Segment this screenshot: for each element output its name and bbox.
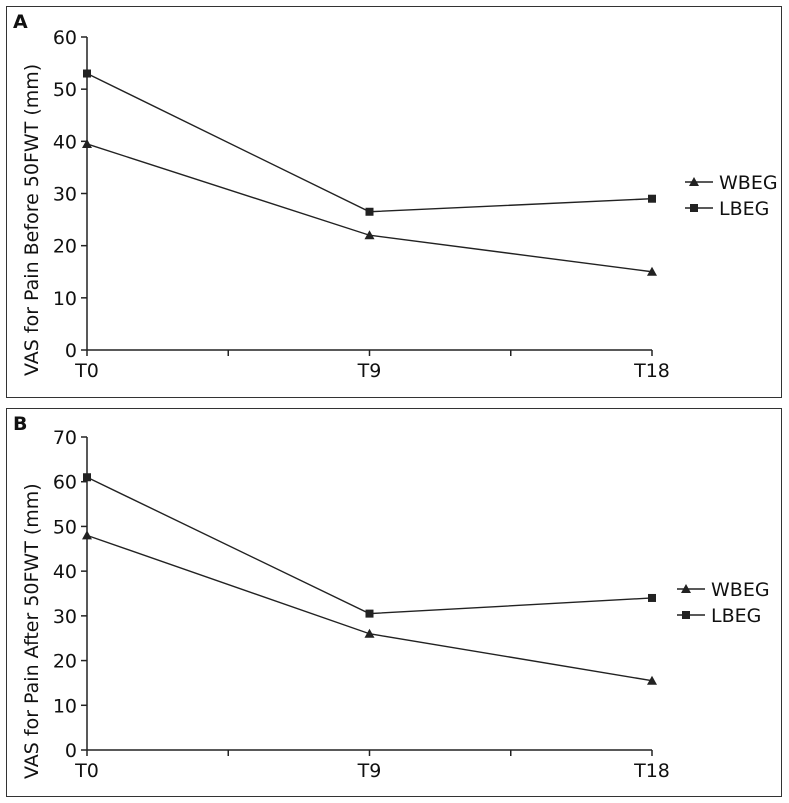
legend-label-wbeg: WBEG [711, 579, 770, 601]
data-point-lbeg [648, 194, 656, 203]
legend-label-lbeg: LBEG [711, 605, 761, 627]
panel-label-a: A [13, 11, 28, 33]
y-tick-label: 10 [53, 695, 77, 717]
x-tick-label: T9 [357, 360, 382, 382]
y-tick-label: 0 [65, 740, 77, 762]
y-tick-label: 50 [53, 79, 77, 101]
y-tick-label: 60 [53, 472, 77, 494]
legend-marker-wbeg [681, 584, 691, 593]
y-tick-label: 30 [53, 606, 77, 628]
y-tick-label: 0 [65, 340, 77, 362]
data-point-lbeg [365, 609, 374, 618]
x-tick-label: T9 [357, 760, 382, 782]
data-point-wbeg [647, 675, 657, 685]
panel-label-b: B [13, 413, 28, 435]
data-point-wbeg [647, 266, 657, 276]
y-tick-label: 40 [53, 561, 77, 583]
y-tick-label: 10 [53, 288, 77, 310]
x-tick-label: T18 [633, 360, 670, 382]
y-tick-label: 20 [53, 651, 77, 673]
data-point-wbeg [82, 530, 92, 540]
y-tick-label: 20 [53, 236, 77, 258]
series-line-lbeg [86, 476, 653, 615]
series-line-wbeg [86, 534, 653, 682]
legend-marker-lbeg [690, 204, 698, 212]
line-chart-b: 0 10 20 30 40 50 60 70 T0 T9 T18 WBEG LBEG [53, 427, 770, 782]
y-tick-label: 50 [53, 516, 77, 538]
data-point-wbeg [82, 138, 92, 148]
line-chart-a: 0 10 20 30 40 50 60 T0 T9 T18 WBEG LBEG [53, 27, 778, 382]
data-point-wbeg [364, 230, 375, 240]
legend-marker-wbeg [689, 177, 699, 186]
x-tick-label: T0 [74, 360, 99, 382]
y-tick-label: 30 [53, 184, 77, 206]
data-point-wbeg [364, 628, 375, 638]
x-tick-label: T0 [74, 760, 99, 782]
y-tick-label: 40 [53, 131, 77, 153]
legend-label-wbeg: WBEG [719, 172, 778, 194]
chart-panel-b: B VAS for Pain After 50FWT (mm) 0 10 20 30 4… [6, 408, 782, 797]
series-line-lbeg [86, 72, 653, 213]
x-tick-label: T18 [633, 760, 670, 782]
chart-panel-a: A VAS for Pain Before 50FWT (mm) 0 10 20 30… [6, 6, 782, 398]
data-point-lbeg [83, 69, 91, 78]
data-point-lbeg [648, 593, 656, 602]
data-point-lbeg [365, 207, 374, 216]
data-point-lbeg [83, 473, 91, 482]
y-tick-label: 60 [53, 27, 77, 49]
legend-marker-lbeg [682, 611, 690, 619]
y-tick-label: 70 [53, 427, 77, 449]
legend-label-lbeg: LBEG [719, 198, 769, 220]
